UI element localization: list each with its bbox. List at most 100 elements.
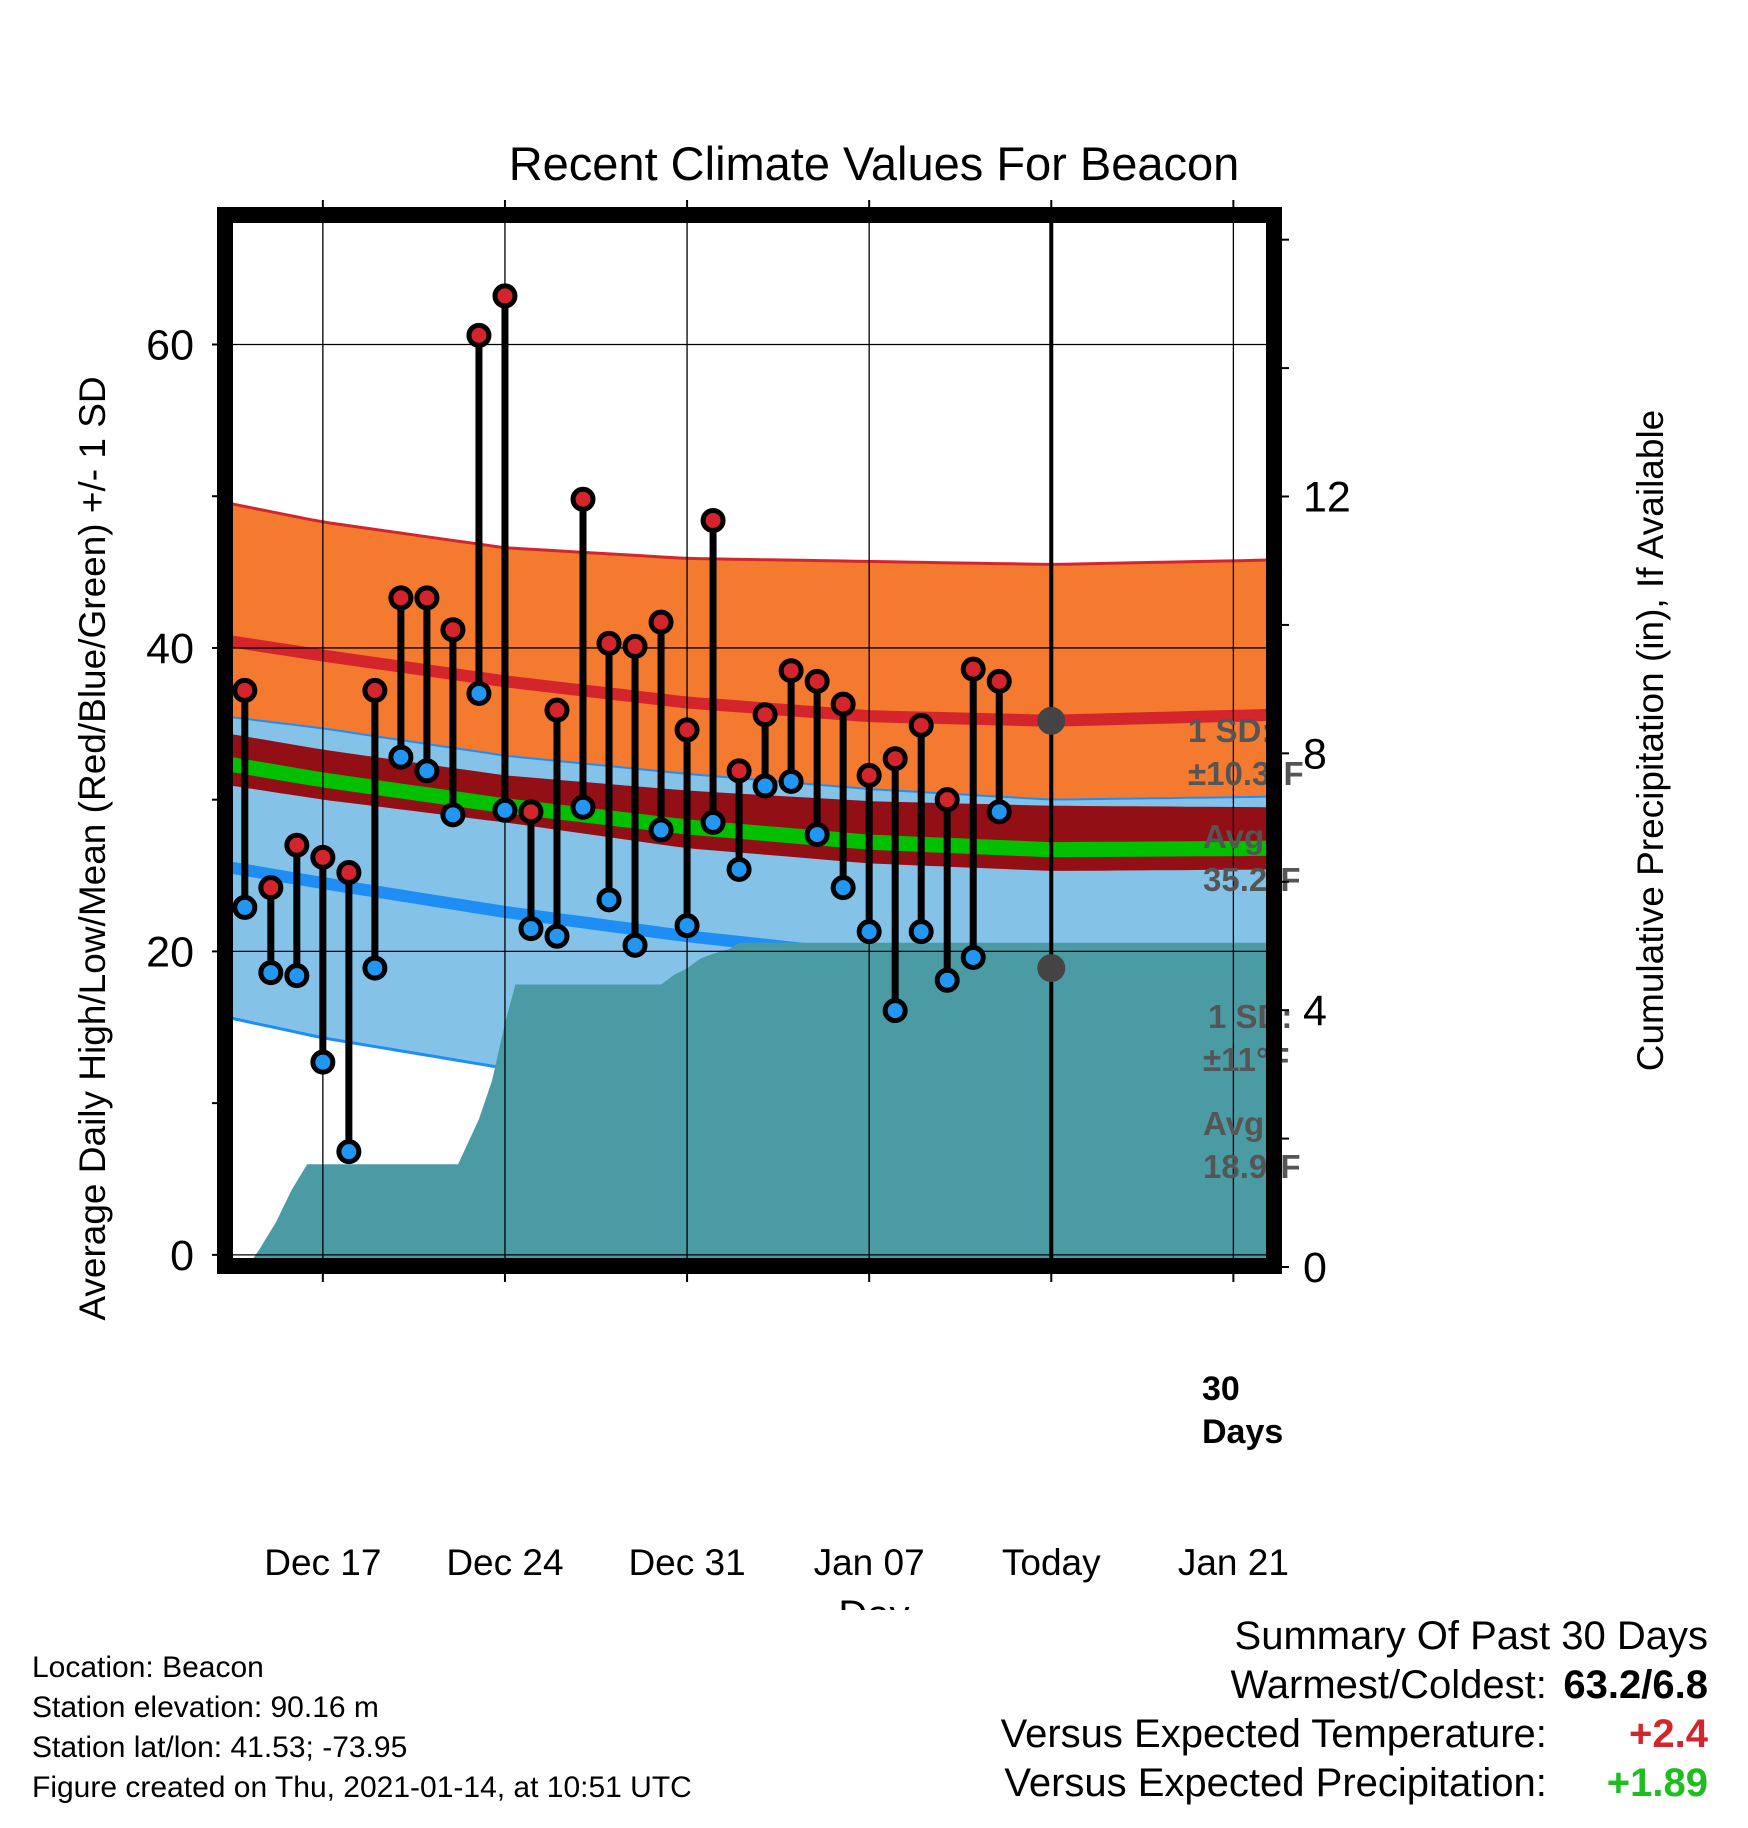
daily-high-marker xyxy=(570,486,596,512)
mean-avg-band xyxy=(224,755,1275,858)
x-tick-label: Today xyxy=(1002,1542,1101,1583)
daily-high-marker xyxy=(336,860,362,886)
y-left-tick-label: 0 xyxy=(170,1232,194,1280)
daily-high-marker xyxy=(310,844,336,870)
daily-high-marker xyxy=(596,630,622,656)
low-avg-value: 18.9°F xyxy=(1203,1148,1301,1185)
today-days-word: Days xyxy=(1202,1413,1283,1451)
figure-created: Figure created on Thu, 2021-01-14, at 10… xyxy=(32,1771,692,1804)
daily-high-marker xyxy=(544,697,570,723)
y-right-axis-label: Cumulative Precipitation (in), If Availa… xyxy=(1630,410,1671,1072)
x-tick-label: Dec 24 xyxy=(446,1542,563,1583)
high-avg-label: Avg: xyxy=(1203,818,1275,855)
daily-low-marker xyxy=(258,960,284,986)
y-left-tick-label: 20 xyxy=(146,928,194,976)
daily-high-marker xyxy=(414,585,440,611)
summary-title: Summary Of Past 30 Days xyxy=(1234,1614,1708,1658)
station-info: Location: Beacon Station elevation: 90.1… xyxy=(32,1648,692,1808)
daily-low-marker xyxy=(830,875,856,901)
y-right-tick-label: 0 xyxy=(1303,1244,1327,1292)
daily-high-marker xyxy=(674,717,700,743)
high-avg-dot xyxy=(1037,706,1066,735)
daily-low-marker xyxy=(388,744,414,770)
daily-low-marker xyxy=(362,955,388,981)
x-tick-label: Dec 17 xyxy=(264,1542,381,1583)
y-right-tick-label: 4 xyxy=(1303,987,1327,1035)
summary-precip-value: +1.89 xyxy=(1606,1761,1708,1805)
daily-high-marker xyxy=(882,746,908,772)
daily-high-marker xyxy=(908,712,934,738)
y-right-tick-label: 8 xyxy=(1303,730,1327,778)
daily-low-marker xyxy=(622,932,648,958)
y-left-axis-label: Average Daily High/Low/Mean (Red/Blue/Gr… xyxy=(72,376,113,1320)
daily-low-marker xyxy=(726,856,752,882)
daily-low-marker xyxy=(986,799,1012,825)
summary-panel: Summary Of Past 30 Days Warmest/Coldest:… xyxy=(1001,1612,1708,1808)
y-left-tick-label: 60 xyxy=(146,321,194,369)
daily-high-marker xyxy=(804,668,830,694)
daily-low-marker xyxy=(518,916,544,942)
daily-high-marker xyxy=(648,609,674,635)
daily-low-marker xyxy=(674,913,700,939)
daily-high-marker xyxy=(752,702,778,728)
daily-low-marker xyxy=(466,680,492,706)
daily-low-marker xyxy=(778,768,804,794)
daily-low-marker xyxy=(544,923,570,949)
daily-low-marker xyxy=(882,998,908,1024)
daily-low-marker xyxy=(934,967,960,993)
daily-high-marker xyxy=(700,507,726,533)
summary-precip-label: Versus Expected Precipitation: xyxy=(1004,1761,1547,1805)
daily-high-marker xyxy=(258,875,284,901)
daily-low-marker xyxy=(336,1139,362,1165)
x-tick-label: Jan 21 xyxy=(1178,1542,1289,1583)
daily-low-marker xyxy=(960,944,986,970)
daily-high-marker xyxy=(726,758,752,784)
low-avg-label: Avg: xyxy=(1203,1105,1275,1142)
climate-chart: Recent Climate Values For Beacon 1 SD: ±1… xyxy=(72,137,1671,1610)
x-tick-label: Dec 31 xyxy=(628,1542,745,1583)
high-avg-value: 35.2°F xyxy=(1203,861,1301,898)
daily-high-marker xyxy=(518,799,544,825)
high-sd-label: 1 SD: xyxy=(1188,712,1272,749)
y-right-tick-label: 12 xyxy=(1303,474,1351,522)
daily-high-marker xyxy=(466,322,492,348)
daily-high-marker xyxy=(440,617,466,643)
summary-warmest-row: Warmest/Coldest: 63.2/6.8 xyxy=(1001,1661,1709,1710)
daily-high-marker xyxy=(232,677,258,703)
daily-low-marker xyxy=(492,797,518,823)
summary-temp-label: Versus Expected Temperature: xyxy=(1000,1712,1547,1756)
high-upper-edge xyxy=(223,500,1276,566)
daily-high-marker xyxy=(284,832,310,858)
x-tick-label: Jan 07 xyxy=(814,1542,925,1583)
daily-low-marker xyxy=(414,758,440,784)
daily-low-marker xyxy=(700,809,726,835)
precip-area xyxy=(224,942,1275,1267)
daily-low-marker xyxy=(804,822,830,848)
station-elevation: Station elevation: 90.16 m xyxy=(32,1691,379,1724)
daily-high-marker xyxy=(830,691,856,717)
daily-high-marker xyxy=(622,633,648,659)
daily-low-marker xyxy=(440,802,466,828)
x-axis-label: Day xyxy=(838,1593,909,1610)
daily-low-marker xyxy=(908,919,934,945)
daily-low-marker xyxy=(232,894,258,920)
daily-low-marker xyxy=(856,919,882,945)
plot-frame xyxy=(217,207,1282,1274)
today-days-number: 30 xyxy=(1202,1370,1240,1408)
daily-high-marker xyxy=(388,585,414,611)
daily-low-marker xyxy=(284,963,310,989)
station-latlon: Station lat/lon: 41.53; -73.95 xyxy=(32,1731,408,1764)
daily-low-marker xyxy=(752,773,778,799)
daily-low-marker xyxy=(310,1049,336,1075)
station-location: Location: Beacon xyxy=(32,1651,264,1684)
daily-high-marker xyxy=(778,658,804,684)
summary-precip-row: Versus Expected Precipitation: +1.89 xyxy=(1001,1759,1708,1808)
y-left-tick-label: 40 xyxy=(146,625,194,673)
daily-low-marker xyxy=(570,794,596,820)
high-sd-value: ±10.3°F xyxy=(1188,755,1304,792)
summary-warmest-label: Warmest/Coldest: xyxy=(1230,1663,1547,1707)
daily-low-marker xyxy=(596,887,622,913)
summary-warmest-value: 63.2/6.8 xyxy=(1563,1663,1708,1707)
low-avg-dot xyxy=(1037,954,1066,983)
